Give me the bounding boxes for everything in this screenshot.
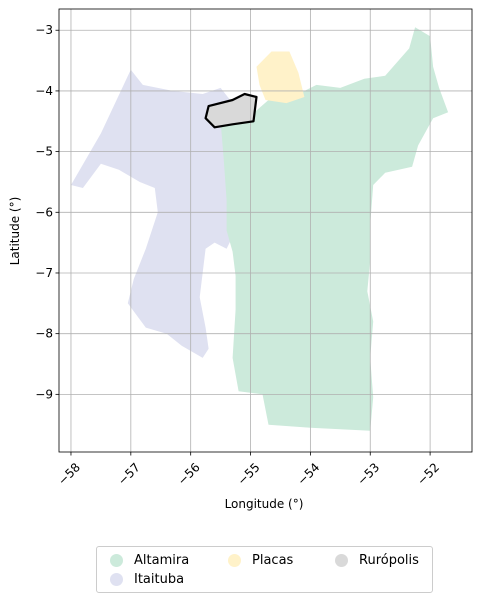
legend-item-altamira: Altamira [110,553,189,568]
x-tick-label: −52 [414,460,442,488]
map-legend: Altamira Itaituba Placas Rurópolis [96,546,433,593]
x-axis-ticks: −58 −57 −56 −55 −54 −53 −52 [55,452,442,488]
legend-swatch-altamira [110,554,123,567]
legend-item-ruropolis: Rurópolis [335,553,419,568]
legend-label-placas: Placas [252,553,294,568]
y-tick-label: −9 [35,387,53,401]
legend-item-placas: Placas [228,553,293,568]
y-tick-label: −5 [35,145,53,159]
legend-swatch-itaituba [110,573,123,586]
y-tick-label: −7 [35,266,53,280]
legend-label-altamira: Altamira [134,553,190,568]
y-tick-label: −8 [35,327,53,341]
x-tick-label: −53 [354,460,382,488]
x-tick-label: −58 [55,460,83,488]
x-axis-label: Longitude (°) [225,497,304,511]
y-tick-label: −4 [35,84,53,98]
map-layer [59,9,472,452]
legend-swatch-placas [228,554,241,567]
legend-label-itaituba: Itaituba [134,572,185,587]
region-itaituba [71,69,251,358]
y-tick-label: −3 [35,23,53,37]
legend-swatch-ruropolis [335,554,348,567]
y-tick-label: −6 [35,205,53,219]
region-ruropolis [205,94,257,128]
x-tick-label: −55 [235,460,263,488]
x-tick-label: −54 [295,460,323,488]
legend-label-ruropolis: Rurópolis [359,553,419,568]
plot-frame [58,8,473,453]
region-placas [256,51,305,104]
x-tick-label: −56 [175,460,203,488]
x-tick-label: −57 [115,460,143,488]
legend-item-itaituba: Itaituba [110,572,184,587]
region-altamira [220,27,449,431]
highlight-outline-ruropolis [204,92,258,129]
plot-area [58,8,473,453]
y-axis-label: Latitude (°) [8,197,22,266]
y-axis-ticks: −3 −4 −5 −6 −7 −8 −9 [35,23,59,401]
